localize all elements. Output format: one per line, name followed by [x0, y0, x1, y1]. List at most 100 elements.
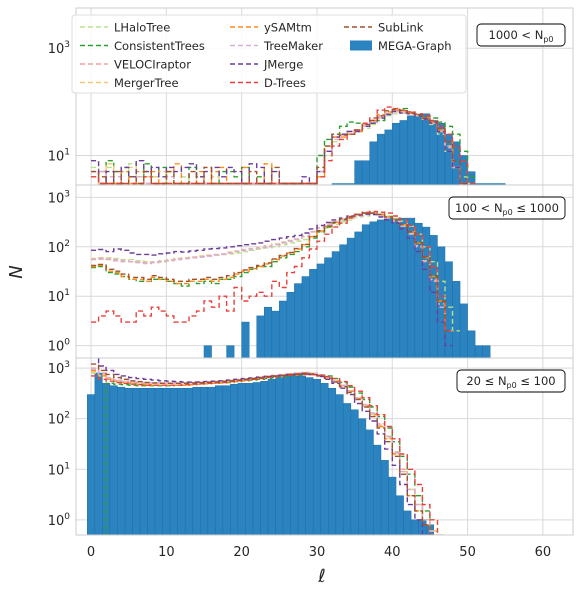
x-tick-label: 60 — [535, 545, 552, 560]
legend-item: VELOCIraptor — [80, 58, 191, 72]
histogram-bar — [109, 385, 118, 535]
y-tick-label: 101 — [48, 148, 70, 165]
legend-item: JMerge — [230, 58, 303, 72]
y-tick-label: 102 — [48, 411, 70, 428]
histogram-bar — [414, 115, 423, 185]
legend-item: TreeMaker — [230, 39, 323, 53]
y-tick-label: 103 — [48, 360, 70, 377]
panel-plot-area — [87, 358, 446, 535]
histogram-bar — [403, 510, 412, 535]
annotation-box — [456, 369, 566, 393]
legend-label: SubLink — [378, 21, 424, 35]
histogram-bar — [316, 263, 325, 358]
histogram-bar — [407, 115, 416, 185]
histogram-bar — [282, 375, 291, 535]
histogram-bar — [207, 386, 216, 535]
histogram-bar — [399, 120, 408, 185]
histogram-bar — [459, 303, 468, 358]
y-tick-label: 101 — [48, 461, 70, 478]
legend-label: D-Trees — [264, 76, 306, 90]
histogram-bar — [237, 383, 246, 535]
histogram-bar — [320, 383, 329, 535]
histogram-bar — [467, 330, 476, 358]
panel-annotation: 20 ≤ Np0 ≤ 100 — [456, 369, 566, 393]
histogram-bar — [384, 129, 393, 185]
histogram-bar — [452, 141, 461, 185]
y-tick-label: 100 — [48, 512, 71, 529]
histogram-bar — [324, 257, 333, 358]
y-tick-label: 101 — [48, 288, 70, 305]
panel-3: 100 101 102 103 20 ≤ Np0 ≤ 100 — [48, 357, 574, 536]
histogram-bar — [350, 409, 359, 535]
legend-label: MEGA-Graph — [378, 39, 452, 53]
histogram-bar — [376, 133, 385, 185]
panel-annotation: 1000 < Np0 — [476, 23, 566, 47]
annotation-text: 20 ≤ Np0 ≤ 100 — [466, 374, 555, 390]
histogram-bar — [429, 235, 438, 358]
legend-swatch — [350, 40, 372, 51]
histogram-bar — [407, 217, 416, 358]
histogram-bar — [124, 387, 133, 535]
histogram-bar — [474, 345, 483, 358]
histogram-bar — [192, 386, 201, 535]
histogram-bar — [203, 345, 212, 358]
x-tick-label: 40 — [384, 545, 401, 560]
x-tick-label: 0 — [87, 545, 95, 560]
legend-item: MEGA-Graph — [350, 39, 452, 53]
legend-label: ConsistentTrees — [114, 39, 205, 53]
histogram-bar — [482, 345, 491, 358]
histogram-bar — [230, 383, 239, 535]
histogram-bar — [301, 276, 310, 358]
histogram-bar — [410, 519, 419, 535]
histogram-bar — [312, 379, 321, 535]
histogram-bar — [215, 385, 224, 535]
y-axis-label: N — [6, 265, 27, 278]
histogram-bar — [437, 246, 446, 358]
series-line-sublink — [91, 363, 438, 535]
histogram-bar — [241, 321, 250, 358]
series-line-jmerge — [91, 358, 430, 535]
histogram-bar — [162, 387, 171, 535]
histogram-bar — [94, 372, 103, 535]
legend-item: MergerTree — [80, 76, 179, 90]
histogram-bar — [139, 387, 148, 535]
histogram-bar — [376, 219, 385, 358]
x-tick-label: 50 — [459, 545, 476, 560]
histogram-bar — [361, 160, 370, 185]
series-line-d-trees — [91, 210, 453, 332]
histogram-bar — [252, 382, 261, 535]
histogram-bar — [331, 251, 340, 358]
annotation-box — [448, 196, 566, 220]
histogram-bar — [245, 383, 254, 535]
histogram-bar — [279, 300, 288, 358]
histogram-bar — [339, 244, 348, 358]
histogram-bar — [388, 476, 397, 535]
x-tick-label: 10 — [158, 545, 175, 560]
y-tick-label: 102 — [48, 239, 70, 256]
histogram-bar — [395, 495, 404, 535]
panel-plot-area — [91, 210, 491, 358]
panels: 101 103 1000 < Np0 100 101 102 103 100 < Np0 ≤ … — [48, 7, 574, 536]
y-tick-label: 103 — [48, 40, 70, 57]
histogram-bar — [305, 377, 314, 535]
histogram-bar — [328, 387, 337, 535]
histogram-bar — [354, 231, 363, 358]
legend-item: LHaloTree — [80, 21, 170, 35]
histogram-bar — [369, 141, 378, 185]
histogram-bar — [429, 120, 438, 185]
histogram-bar — [256, 315, 265, 358]
histogram-bar — [437, 122, 446, 185]
histogram-bar — [422, 113, 431, 185]
series-line-jmerge — [91, 213, 453, 347]
histogram-bar — [290, 375, 299, 535]
histogram-bar — [399, 217, 408, 358]
legend-label: LHaloTree — [114, 21, 170, 35]
legend-label: ySAMtm — [264, 21, 312, 35]
histogram-bar — [147, 387, 156, 535]
histogram-bar — [184, 387, 193, 535]
legend-frame — [71, 14, 467, 94]
legend-item: ConsistentTrees — [80, 39, 205, 53]
histogram-bar — [154, 387, 163, 535]
histogram-bar — [392, 217, 401, 358]
annotation-text: 100 < Np0 ≤ 1000 — [455, 201, 559, 217]
